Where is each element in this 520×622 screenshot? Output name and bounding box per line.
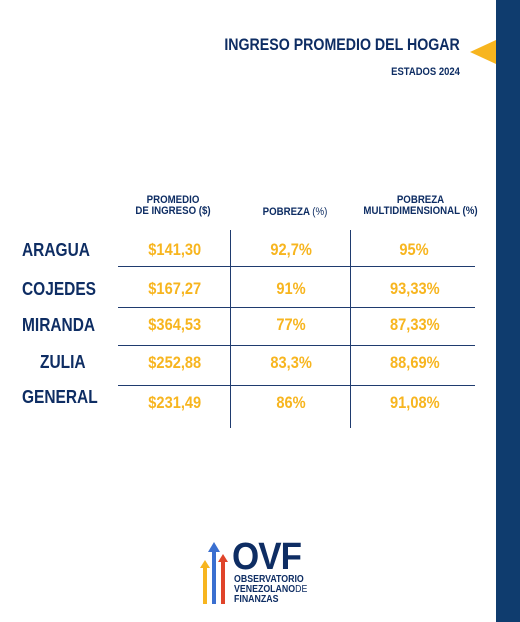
poverty-value: 92,7% <box>270 240 312 259</box>
column-header-multidimensional: POBREZA MULTIDIMENSIONAL (%) <box>348 195 493 217</box>
column-header-multi-line1: POBREZA <box>396 194 445 206</box>
column-header-income-line1: PROMEDIO <box>146 194 200 206</box>
column-header-multi-line2: MULTIDIMENSIONAL (%) <box>363 205 478 217</box>
page-subtitle: ESTADOS 2024 <box>391 66 460 78</box>
logo-acronym: OVF <box>232 536 302 578</box>
income-cell: $167,27 <box>120 279 230 299</box>
logo-line-2a: VENEZOLANO <box>234 584 296 595</box>
row-label: GENERAL <box>22 387 98 407</box>
ovf-logo: OVF OBSERVATORIO VENEZOLANODE FINANZAS <box>200 536 330 608</box>
income-value: $167,27 <box>148 279 202 298</box>
poverty-cell: 77% <box>232 315 350 335</box>
multidim-cell: 87,33% <box>352 315 477 335</box>
page-title: INGRESO PROMEDIO DEL HOGAR <box>224 36 460 54</box>
poverty-cell: 83,3% <box>232 353 350 373</box>
income-value: $252,88 <box>148 353 202 372</box>
column-header-poverty-unit: (%) <box>312 206 328 218</box>
income-value: $364,53 <box>148 315 202 334</box>
table-divider-horizontal <box>118 307 475 308</box>
income-cell: $364,53 <box>120 315 230 335</box>
row-label: ZULIA <box>40 352 86 372</box>
logo-line-2b: DE <box>295 584 308 595</box>
multidim-value: 95% <box>399 240 430 259</box>
row-label: ARAGUA <box>22 240 90 260</box>
arrows-icon <box>200 542 228 604</box>
poverty-cell: 91% <box>232 279 350 299</box>
multidim-value: 88,69% <box>389 353 440 372</box>
side-accent-bar <box>496 0 520 622</box>
income-cell: $231,49 <box>120 393 230 413</box>
multidim-cell: 91,08% <box>352 393 477 413</box>
poverty-cell: 92,7% <box>232 240 350 260</box>
income-cell: $141,30 <box>120 240 230 260</box>
row-label: COJEDES <box>22 279 96 299</box>
logo-line-3: FINANZAS <box>234 594 279 605</box>
multidim-value: 91,08% <box>389 393 440 412</box>
table-divider-vertical <box>350 230 351 428</box>
multidim-value: 93,33% <box>389 279 440 298</box>
column-header-poverty-text: POBREZA (%) <box>247 207 344 218</box>
multidim-cell: 88,69% <box>352 353 477 373</box>
poverty-value: 77% <box>276 315 306 334</box>
table-divider-horizontal <box>118 385 475 386</box>
poverty-cell: 86% <box>232 393 350 413</box>
income-cell: $252,88 <box>120 353 230 373</box>
poverty-value: 86% <box>276 393 306 412</box>
income-value: $141,30 <box>148 240 202 259</box>
row-label: MIRANDA <box>22 315 96 335</box>
multidim-cell: 95% <box>352 240 477 260</box>
logo-line-1: OBSERVATORIO <box>234 574 304 585</box>
triangle-marker <box>470 40 496 64</box>
table-divider-horizontal <box>118 345 475 346</box>
column-header-poverty: POBREZA (%) <box>240 207 350 218</box>
column-header-income-line2: DE INGRESO ($) <box>135 205 211 217</box>
poverty-value: 91% <box>276 279 306 298</box>
column-header-income: PROMEDIO DE INGRESO ($) <box>118 195 228 217</box>
logo-line-2: VENEZOLANODE <box>234 585 307 595</box>
multidim-value: 87,33% <box>389 315 440 334</box>
table-divider-vertical <box>230 230 231 428</box>
poverty-value: 83,3% <box>270 353 312 372</box>
multidim-cell: 93,33% <box>352 279 477 299</box>
table-divider-horizontal <box>118 266 475 267</box>
income-value: $231,49 <box>148 393 202 412</box>
column-header-poverty-label: POBREZA <box>262 206 310 218</box>
